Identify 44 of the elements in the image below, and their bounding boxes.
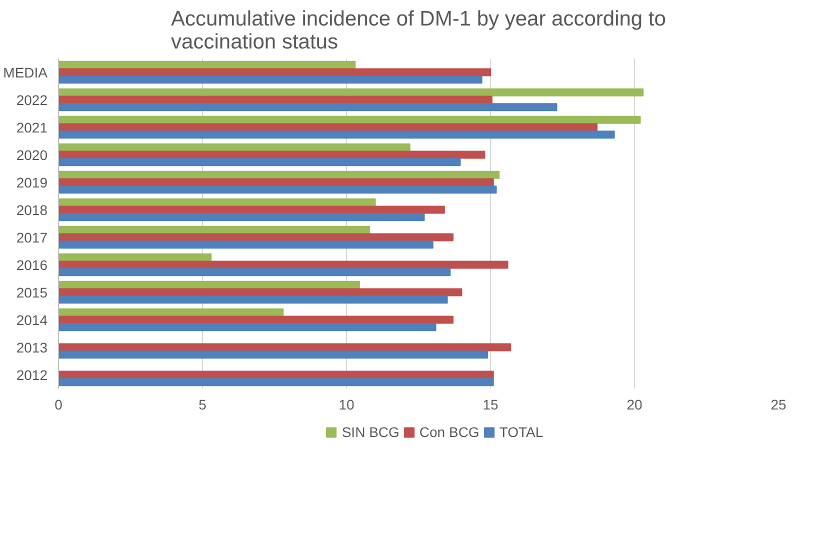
bar [58, 378, 494, 386]
y-tick-label: MEDIA [3, 64, 48, 80]
y-tick-label: 2021 [16, 119, 48, 136]
bar [58, 308, 284, 316]
y-tick-label: 2013 [16, 339, 48, 356]
legend-label: Con BCG [419, 424, 480, 440]
legend-label: SIN BCG [342, 424, 400, 440]
x-tick-label: 25 [770, 396, 786, 412]
bar [58, 350, 488, 359]
y-tick-label: 2018 [16, 202, 48, 218]
bar [58, 143, 410, 152]
bar [58, 253, 212, 262]
bar [58, 130, 615, 139]
bar [58, 88, 644, 96]
bar [58, 186, 497, 194]
chart-title: Accumulative incidence of DM-1 by year according to vaccination status [171, 8, 666, 54]
y-tick-label: 2017 [16, 229, 48, 246]
x-tick-label: 5 [198, 396, 207, 412]
bar [58, 60, 356, 69]
bar [58, 226, 370, 234]
x-tick-label: 15 [482, 396, 498, 412]
bar [58, 158, 461, 166]
x-tick-label: 20 [626, 396, 642, 412]
y-tick-label: 2014 [16, 312, 48, 328]
y-tick-label: 2012 [16, 366, 48, 383]
bar [58, 323, 436, 332]
y-tick-label: 2022 [16, 92, 48, 108]
bar [58, 213, 425, 222]
bar [58, 103, 558, 112]
y-tick-label: 2020 [16, 146, 48, 163]
bar [58, 76, 482, 84]
bar [58, 170, 500, 179]
bar [58, 280, 360, 289]
bar [58, 296, 448, 304]
bar [58, 198, 376, 206]
y-tick-label: 2019 [16, 174, 48, 190]
y-tick-label: 2016 [16, 256, 48, 273]
x-tick-label: 0 [54, 396, 63, 412]
y-tick-label: 2015 [16, 284, 48, 300]
bar [58, 268, 451, 276]
legend-label: TOTAL [499, 424, 544, 440]
x-tick-label: 10 [338, 396, 354, 412]
bar [58, 116, 641, 124]
bar [58, 240, 434, 249]
